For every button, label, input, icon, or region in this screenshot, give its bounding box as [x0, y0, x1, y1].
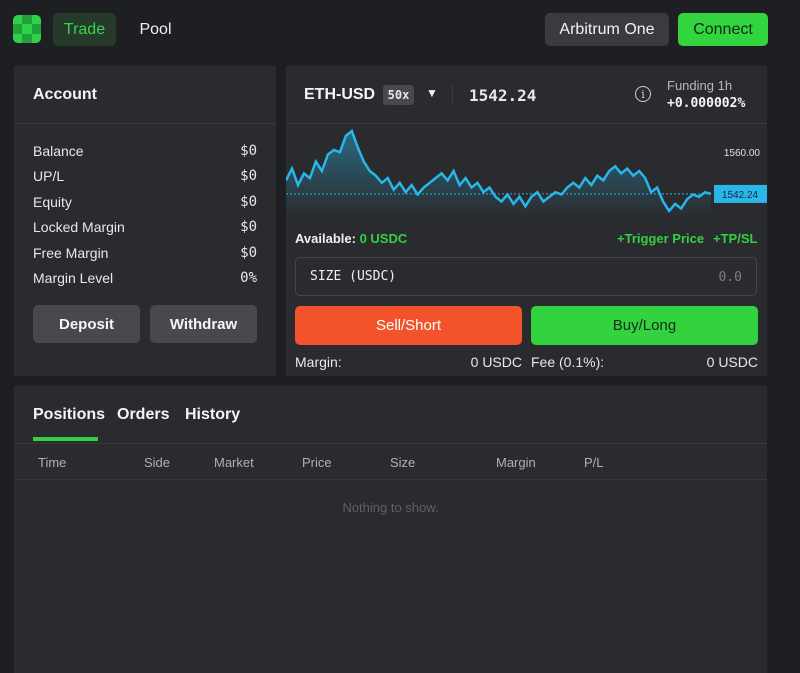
sell-short-button[interactable]: Sell/Short [295, 306, 522, 345]
grid-logo-icon[interactable] [13, 15, 41, 43]
price-chart[interactable]: 1560.00 1542.24 [286, 124, 767, 218]
price-area [286, 131, 711, 218]
fee-value: 0 USDC [706, 354, 758, 370]
nav-pool[interactable]: Pool [139, 20, 172, 38]
positions-panel: Positions Orders History Time Side Marke… [14, 386, 767, 673]
deposit-button[interactable]: Deposit [33, 305, 140, 343]
row-label: Equity [33, 194, 72, 210]
info-icon[interactable]: i [635, 86, 651, 102]
row-label: Balance [33, 143, 84, 159]
row-label: Free Margin [33, 245, 109, 261]
balance-row: Balance $0 [33, 141, 257, 161]
divider [452, 84, 453, 106]
row-value: $0 [240, 219, 257, 235]
column-header-time: Time [38, 455, 67, 470]
margin-value: 0 USDC [470, 354, 522, 370]
row-label: UP/L [33, 168, 65, 184]
account-panel: Account Balance $0 UP/L $0 Equity $0 Loc… [14, 66, 276, 376]
price-line [286, 128, 712, 214]
size-input[interactable]: SIZE (USDC) 0.0 [295, 257, 757, 296]
tab-orders[interactable]: Orders [117, 406, 170, 423]
funding-value: +0.000002% [667, 96, 746, 111]
leverage-badge[interactable]: 50x [383, 85, 414, 105]
empty-state-text: Nothing to show. [342, 500, 439, 515]
fee-label: Fee (0.1%): [531, 354, 605, 370]
withdraw-button[interactable]: Withdraw [150, 305, 257, 343]
active-tab-indicator [33, 437, 98, 441]
divider [286, 123, 767, 124]
locked-margin-row: Locked Margin $0 [33, 217, 257, 237]
row-value: $0 [240, 194, 257, 210]
y-tick-label: 1560.00 [724, 148, 761, 159]
column-header-size: Size [390, 455, 416, 470]
row-value: $0 [240, 143, 257, 159]
network-button[interactable]: Arbitrum One [545, 13, 669, 46]
column-header-market: Market [214, 455, 254, 470]
row-label: Locked Margin [33, 219, 125, 235]
available-label: Available: [295, 231, 356, 246]
market-pair[interactable]: ETH-USD [304, 86, 376, 103]
divider [14, 479, 767, 480]
top-bar: Trade Pool Arbitrum One Connect [0, 0, 800, 60]
margin-level-row: Margin Level 0% [33, 268, 257, 288]
free-margin-row: Free Margin $0 [33, 243, 257, 263]
divider [14, 123, 276, 124]
size-placeholder: 0.0 [718, 270, 742, 285]
row-value: 0% [240, 270, 257, 286]
divider [14, 443, 767, 444]
tab-history[interactable]: History [185, 406, 241, 423]
trade-panel: ETH-USD 50x ▼ 1542.24 i Funding 1h +0.00… [286, 66, 767, 376]
connect-button[interactable]: Connect [678, 13, 768, 46]
size-label: SIZE (USDC) [310, 269, 397, 284]
column-header-price: Price [302, 455, 332, 470]
chevron-down-icon[interactable]: ▼ [426, 86, 438, 100]
row-value: $0 [240, 168, 257, 184]
equity-row: Equity $0 [33, 192, 257, 212]
row-label: Margin Level [33, 270, 114, 286]
margin-summary: Margin: 0 USDC [295, 354, 522, 370]
last-price-tag [714, 184, 767, 203]
buy-long-button[interactable]: Buy/Long [531, 306, 758, 345]
upl-row: UP/L $0 [33, 166, 257, 186]
column-header-side: Side [144, 455, 171, 470]
row-value: $0 [240, 245, 257, 261]
trigger-price-link[interactable]: +Trigger Price [617, 231, 705, 246]
available-value: 0 USDC [359, 231, 408, 246]
fee-summary: Fee (0.1%): 0 USDC [531, 354, 758, 370]
account-title: Account [33, 86, 97, 103]
mark-price: 1542.24 [469, 86, 537, 105]
column-header-margin: Margin [496, 455, 536, 470]
nav-trade[interactable]: Trade [53, 13, 116, 46]
column-header-pl: P/L [584, 455, 604, 470]
available-balance: Available: 0 USDC [295, 231, 407, 246]
tab-positions[interactable]: Positions [33, 406, 106, 423]
funding-label: Funding 1h [667, 78, 733, 93]
tpsl-link[interactable]: +TP/SL [713, 231, 758, 246]
margin-label: Margin: [295, 354, 342, 370]
last-price-label: 1542.24 [722, 190, 759, 201]
